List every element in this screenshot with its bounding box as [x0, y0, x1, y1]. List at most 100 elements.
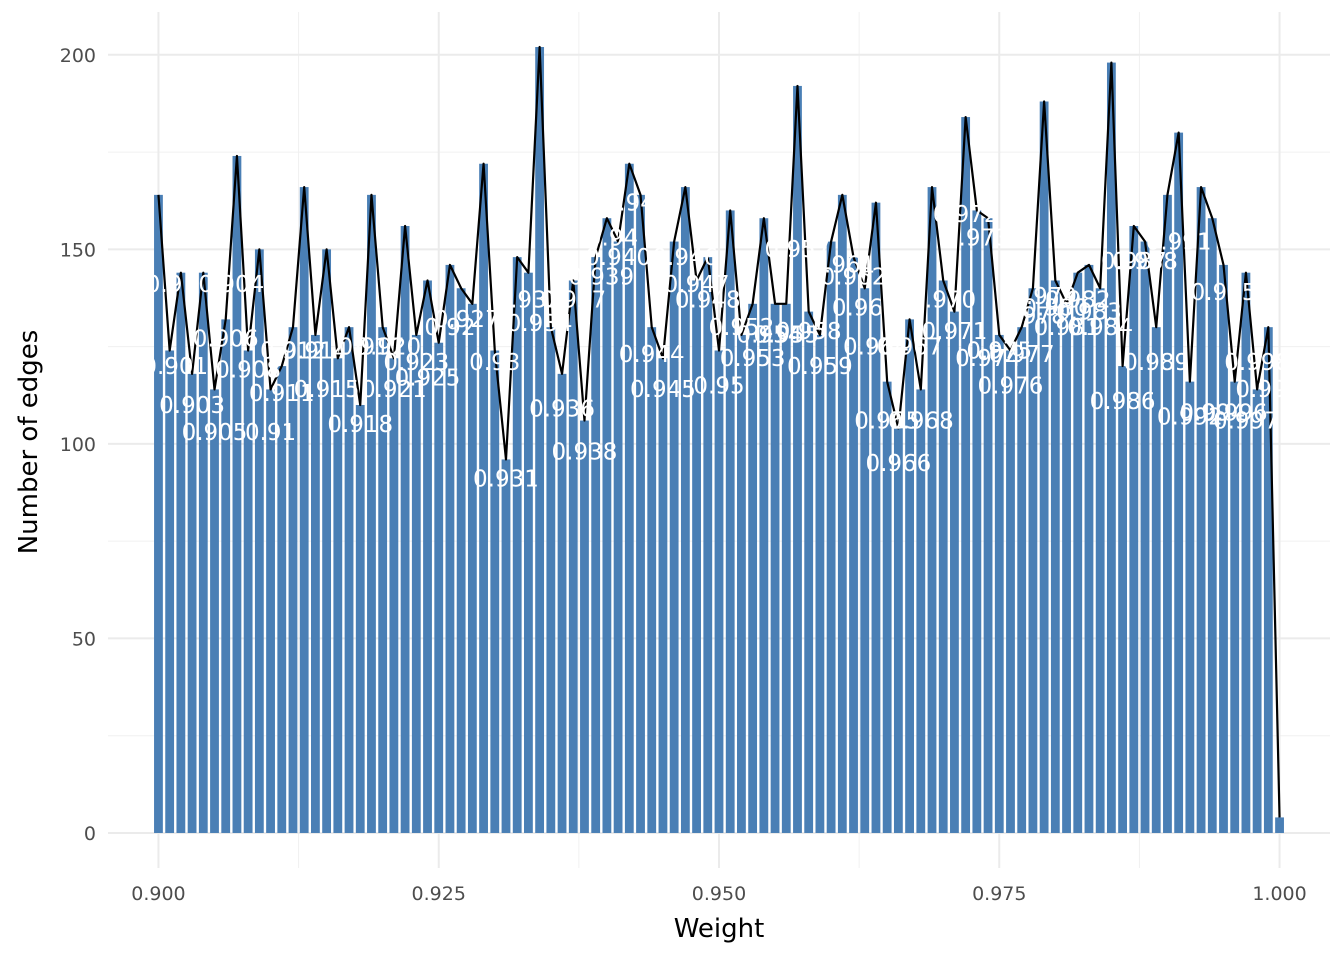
histogram-bar: [1241, 272, 1251, 833]
data-label: 0.995: [1191, 280, 1257, 306]
histogram-bar: [423, 280, 432, 833]
histogram-bar: [793, 85, 802, 833]
histogram-bar: [1062, 303, 1071, 833]
histogram-bar: [1263, 327, 1273, 833]
bar-layer: [154, 47, 1284, 833]
histogram-bar: [770, 303, 780, 833]
histogram-bar: [692, 280, 701, 833]
data-label: 0.9: [146, 272, 183, 298]
histogram-bar: [658, 358, 668, 833]
data-label: 0.981: [1034, 315, 1100, 341]
histogram-bar: [680, 187, 690, 833]
histogram-bar: [714, 350, 724, 833]
histogram-bar: [456, 288, 466, 833]
histogram-bar: [299, 187, 309, 833]
histogram-bar: [322, 249, 332, 833]
x-tick-labels: 0.900 0.925 0.950 0.975 1.000: [131, 883, 1307, 905]
histogram-bar: [849, 257, 858, 833]
histogram-bar: [1174, 132, 1184, 833]
data-label: 0.988: [1112, 249, 1178, 275]
histogram-bar: [781, 303, 791, 833]
data-label: 0.970: [910, 288, 976, 314]
data-label: 0.994: [1179, 401, 1245, 427]
data-label: 0.957: [765, 237, 831, 263]
data-label: 0.980: [1022, 295, 1088, 321]
y-tick-label: 150: [60, 239, 96, 261]
histogram-bar: [983, 218, 993, 833]
histogram-bar: [1050, 280, 1060, 833]
data-label: 0.959: [787, 354, 853, 380]
histogram-bar: [501, 459, 511, 833]
data-label: 0.974: [955, 346, 1021, 372]
data-label: 0.944: [619, 342, 685, 368]
histogram-bar: [277, 366, 287, 833]
data-label: 0.906: [193, 327, 259, 353]
x-tick-label: 0.925: [412, 883, 466, 905]
histogram-bar: [1140, 241, 1150, 833]
data-label: 0.976: [978, 373, 1044, 399]
histogram-bar: [737, 334, 746, 833]
data-label: 0.933: [495, 288, 561, 314]
histogram-bar: [1084, 264, 1094, 833]
histogram-bar: [344, 327, 354, 833]
histogram-bar: [826, 241, 836, 833]
histogram-bar: [1017, 327, 1027, 833]
histogram-bar: [1129, 226, 1139, 833]
x-axis-title: Weight: [674, 914, 765, 944]
x-tick-label: 0.975: [972, 883, 1026, 905]
data-label: 0.931: [473, 467, 539, 493]
histogram-bar: [916, 389, 926, 833]
data-label: 0.984: [1067, 315, 1133, 341]
data-label: 0.962: [821, 264, 887, 290]
histogram-bar: [938, 280, 948, 833]
data-label: 0.979: [1011, 284, 1077, 310]
histogram-bar: [445, 264, 455, 833]
histogram-bar: [568, 280, 578, 833]
data-label: 0.940: [585, 245, 651, 271]
data-label: 0.914: [282, 338, 348, 364]
histogram-bar: [905, 319, 914, 833]
y-tick-label: 100: [60, 434, 96, 456]
y-tick-label: 0: [84, 823, 96, 845]
line-layer: [157, 45, 1281, 818]
data-label: 0.968: [888, 408, 954, 434]
histogram-bar: [198, 272, 208, 833]
data-label: 0.978: [1000, 303, 1066, 329]
data-label: 0.987: [1101, 249, 1167, 275]
histogram-bar: [613, 241, 623, 833]
histogram-bar: [176, 272, 186, 833]
histogram-bar: [961, 117, 971, 833]
histogram-bar: [1219, 264, 1228, 833]
data-label: 0.973: [944, 225, 1010, 251]
histogram-bar: [467, 303, 477, 833]
data-label: 0.963: [832, 295, 898, 321]
histogram-bar: [355, 404, 365, 833]
data-label: 0.989: [1123, 350, 1189, 376]
data-label: 0.997: [1213, 408, 1279, 434]
data-label: 0.905: [182, 420, 248, 446]
data-label: 0.94: [604, 190, 655, 216]
histogram-bar: [860, 288, 870, 833]
histogram-bar: [1207, 218, 1217, 833]
data-label: 0.992: [1157, 404, 1223, 430]
data-label: 0.927: [434, 307, 500, 333]
data-label: 0.982: [1045, 288, 1111, 314]
y-axis-title: Number of edges: [14, 330, 44, 555]
data-label: 0.920: [355, 334, 421, 360]
histogram-bar: [378, 327, 388, 833]
histogram-bar: [557, 373, 567, 833]
data-label: 0.971: [922, 319, 988, 345]
histogram-bar: [411, 334, 421, 833]
histogram-bar: [1073, 272, 1083, 833]
histogram-bar: [1095, 288, 1105, 833]
data-label: 0.961: [809, 253, 875, 279]
histogram-bar: [210, 389, 219, 833]
data-label: 0.911: [249, 381, 315, 407]
data-label: 0.945: [630, 377, 696, 403]
histogram-bar: [882, 381, 892, 833]
data-label: 0.954: [737, 323, 803, 349]
data-label: 0.953: [720, 346, 786, 372]
data-label: 0.996: [1202, 401, 1268, 427]
histogram-bar: [927, 187, 937, 833]
